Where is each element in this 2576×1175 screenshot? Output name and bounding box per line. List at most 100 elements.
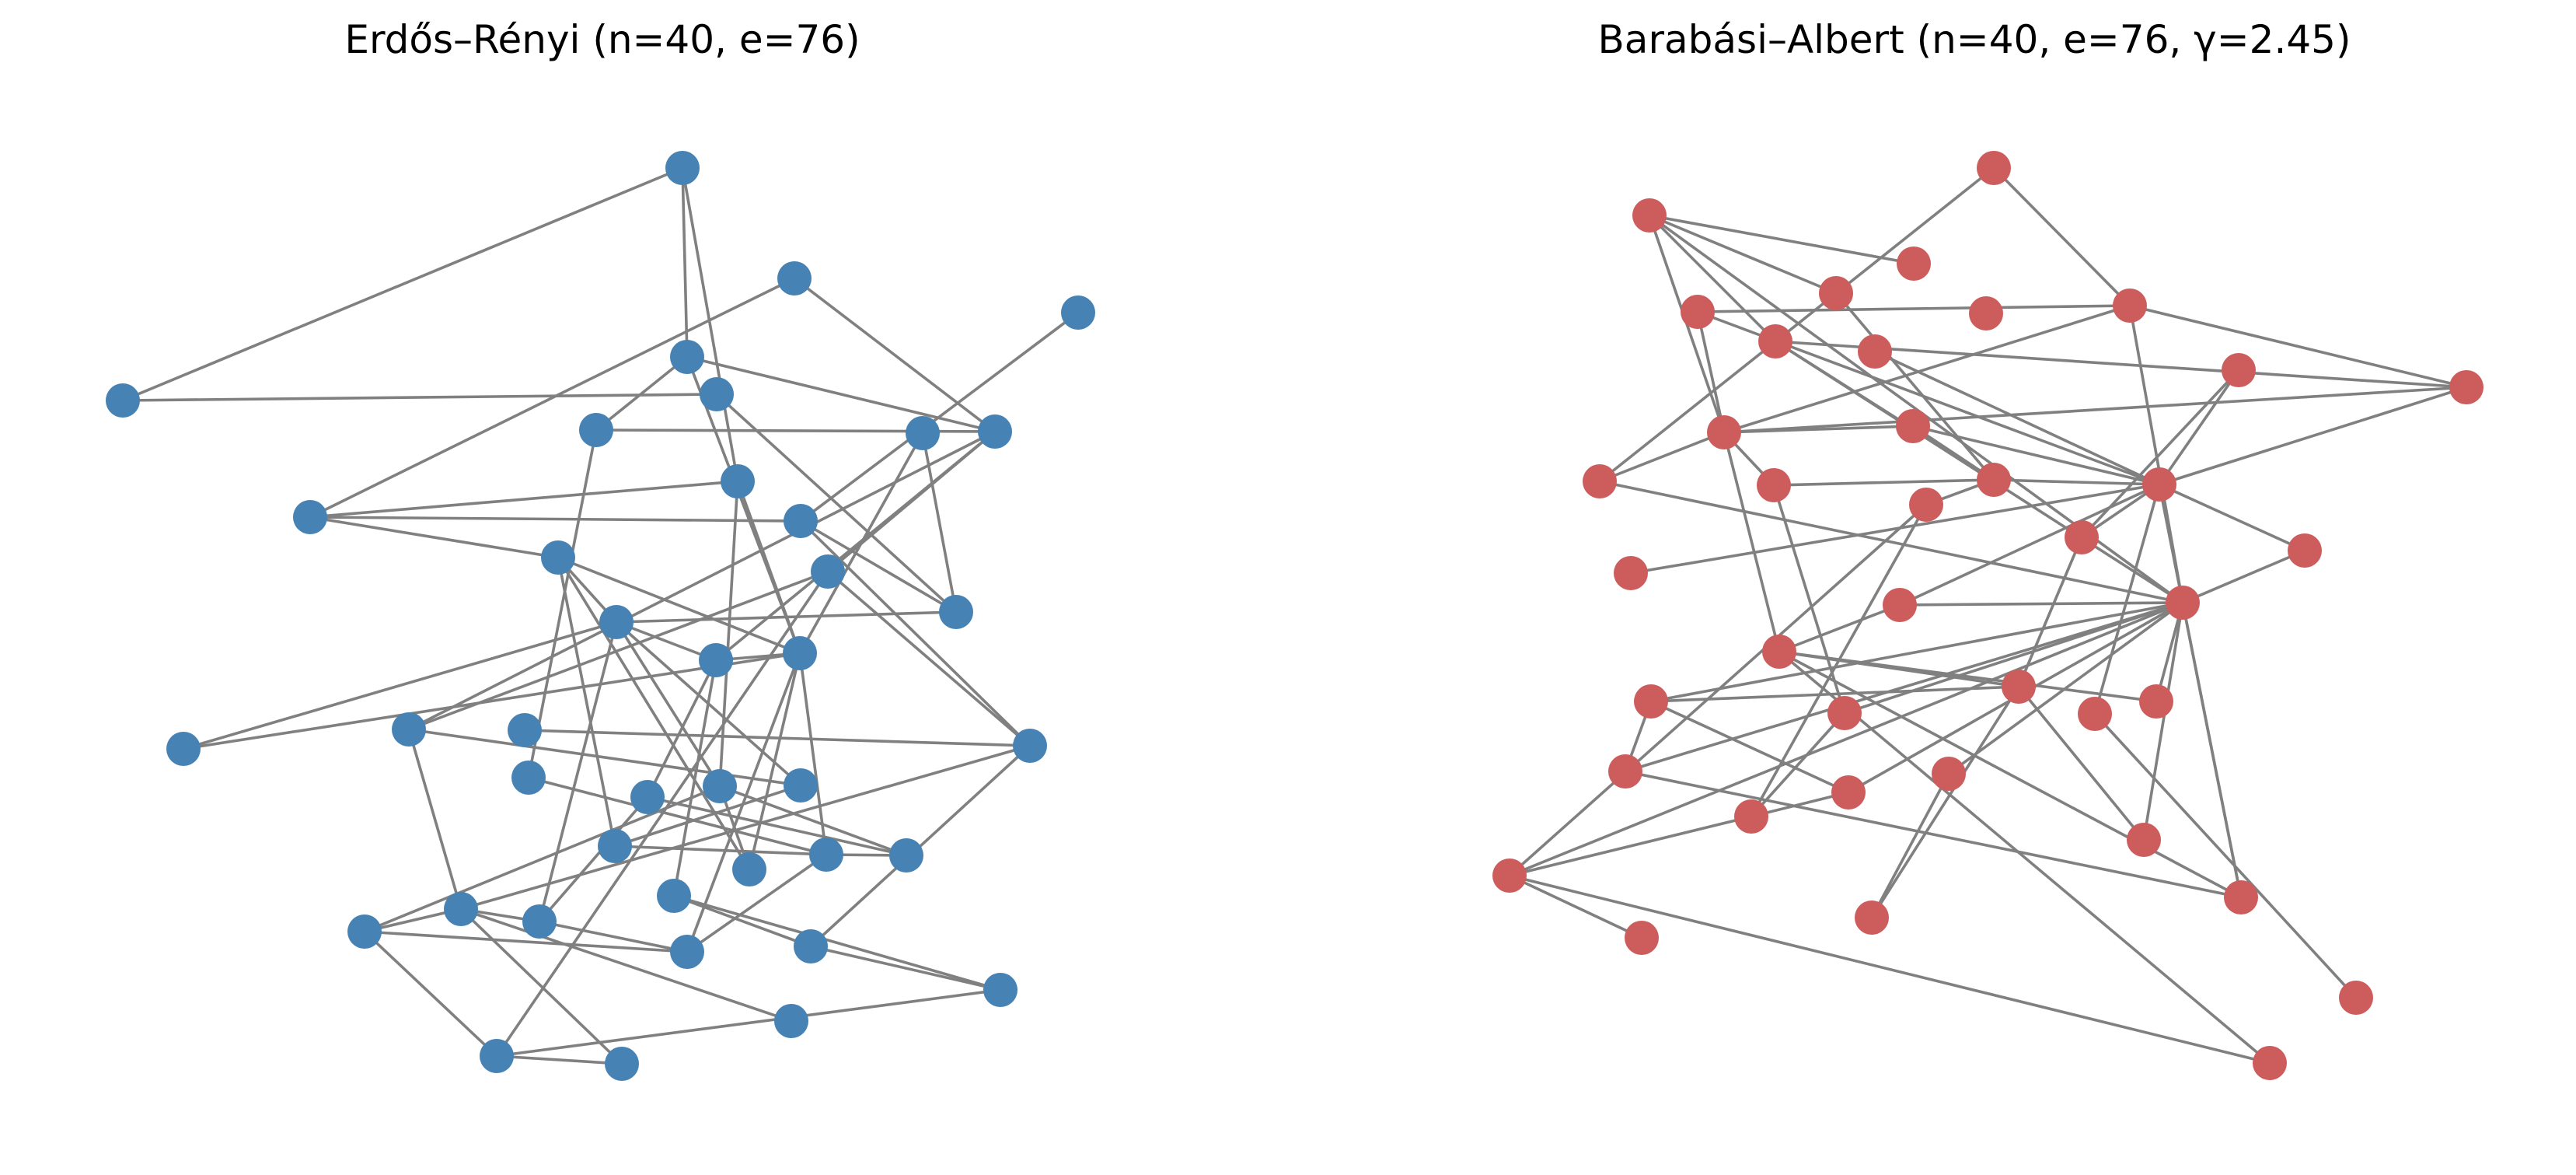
ba-node bbox=[2288, 533, 2322, 568]
ba-edge bbox=[1625, 601, 2183, 773]
ba-edge bbox=[1696, 311, 1726, 433]
er-node bbox=[511, 761, 546, 795]
er-edge bbox=[736, 481, 801, 654]
ba-edge bbox=[1778, 603, 1901, 653]
ba-edge bbox=[1509, 874, 2271, 1065]
er-node bbox=[809, 838, 843, 872]
ba-node bbox=[2142, 467, 2176, 502]
er-node bbox=[703, 769, 737, 803]
er-node bbox=[598, 829, 632, 863]
ba-node bbox=[1757, 468, 1791, 502]
ba-node bbox=[1625, 921, 1659, 955]
ba-node bbox=[1883, 588, 1917, 622]
ba-node bbox=[1831, 775, 1866, 810]
er-edge bbox=[673, 894, 1001, 991]
er-node bbox=[784, 768, 818, 803]
er-node bbox=[783, 636, 817, 670]
er-node bbox=[889, 838, 923, 873]
ba-node bbox=[1897, 247, 1931, 281]
er-node bbox=[347, 914, 382, 949]
er-edge bbox=[615, 621, 721, 787]
ba-edge bbox=[1650, 700, 1849, 794]
ba-edge bbox=[1899, 483, 2160, 607]
ba-edge bbox=[1509, 601, 2183, 877]
ba-node bbox=[1707, 415, 1741, 449]
er-edge bbox=[616, 610, 957, 624]
ba-edge bbox=[1834, 292, 1995, 481]
ba-edge bbox=[2093, 712, 2358, 999]
er-node bbox=[1013, 729, 1047, 763]
er-edge bbox=[407, 729, 462, 910]
er-edge bbox=[122, 166, 683, 402]
er-node bbox=[444, 892, 478, 926]
er-edge bbox=[800, 519, 957, 614]
ba-edge bbox=[2159, 483, 2305, 552]
er-edge bbox=[309, 516, 559, 559]
barabasi-albert-panel: Barabási–Albert (n=40, e=76, γ=2.45) bbox=[1492, 17, 2484, 1080]
ba-node bbox=[1758, 324, 1792, 358]
er-edge bbox=[122, 393, 717, 402]
ba-edge bbox=[1630, 483, 2160, 575]
ba-edge bbox=[1648, 214, 1777, 343]
er-edge bbox=[921, 432, 958, 613]
barabasi-albert-nodes bbox=[1492, 151, 2484, 1080]
ba-edge bbox=[1723, 386, 2467, 434]
er-node bbox=[983, 973, 1017, 1007]
er-node bbox=[599, 605, 634, 639]
er-edge bbox=[528, 776, 827, 856]
ba-node bbox=[2078, 697, 2112, 731]
er-node bbox=[392, 712, 426, 747]
ba-node bbox=[2127, 823, 2161, 857]
ba-node bbox=[2449, 370, 2484, 404]
ba-edge bbox=[1778, 650, 2271, 1065]
er-node bbox=[480, 1039, 514, 1073]
er-node bbox=[906, 416, 940, 450]
ba-node bbox=[1909, 488, 1943, 522]
er-edge bbox=[364, 930, 688, 953]
er-node bbox=[978, 414, 1012, 449]
er-edge bbox=[826, 570, 1031, 747]
er-edge bbox=[408, 728, 801, 787]
er-edge bbox=[799, 519, 1031, 747]
ba-edge bbox=[1773, 478, 1995, 487]
ba-edge bbox=[1723, 304, 2131, 434]
er-edge bbox=[408, 430, 996, 731]
er-edge bbox=[557, 557, 751, 870]
erdos-renyi-panel: Erdős–Rényi (n=40, e=76) bbox=[106, 17, 1095, 1081]
erdos-renyi-title: Erdős–Rényi (n=40, e=76) bbox=[344, 17, 860, 62]
er-edge bbox=[527, 429, 598, 778]
er-node bbox=[166, 732, 201, 766]
ba-edge bbox=[2080, 369, 2240, 539]
ba-edge bbox=[1509, 815, 1752, 877]
er-edge bbox=[673, 894, 812, 948]
ba-edge bbox=[1697, 304, 2131, 313]
ba-edge bbox=[1723, 425, 1914, 434]
er-edge bbox=[309, 277, 795, 519]
er-node bbox=[732, 852, 766, 886]
ba-node bbox=[1969, 296, 2003, 330]
er-node bbox=[939, 595, 973, 629]
er-edge bbox=[460, 907, 792, 1023]
er-node bbox=[700, 377, 734, 411]
ba-node bbox=[1932, 757, 1966, 791]
er-edge bbox=[686, 652, 801, 953]
er-edge bbox=[826, 430, 997, 573]
er-edge bbox=[718, 481, 739, 787]
er-node bbox=[541, 540, 575, 575]
er-edge bbox=[183, 621, 617, 750]
er-edge bbox=[539, 920, 688, 953]
er-edge bbox=[686, 355, 996, 433]
ba-edge bbox=[2017, 537, 2083, 687]
ba-edge bbox=[1870, 773, 1950, 918]
ba-node bbox=[1827, 696, 1862, 730]
er-edge bbox=[793, 277, 997, 433]
er-edge bbox=[614, 845, 827, 856]
ba-node bbox=[1634, 684, 1668, 719]
ba-node bbox=[2002, 670, 2036, 704]
er-edge bbox=[364, 785, 721, 933]
er-edge bbox=[810, 945, 1001, 991]
er-node bbox=[1061, 295, 1095, 330]
ba-node bbox=[1608, 754, 1642, 789]
ba-node bbox=[1855, 900, 1889, 935]
